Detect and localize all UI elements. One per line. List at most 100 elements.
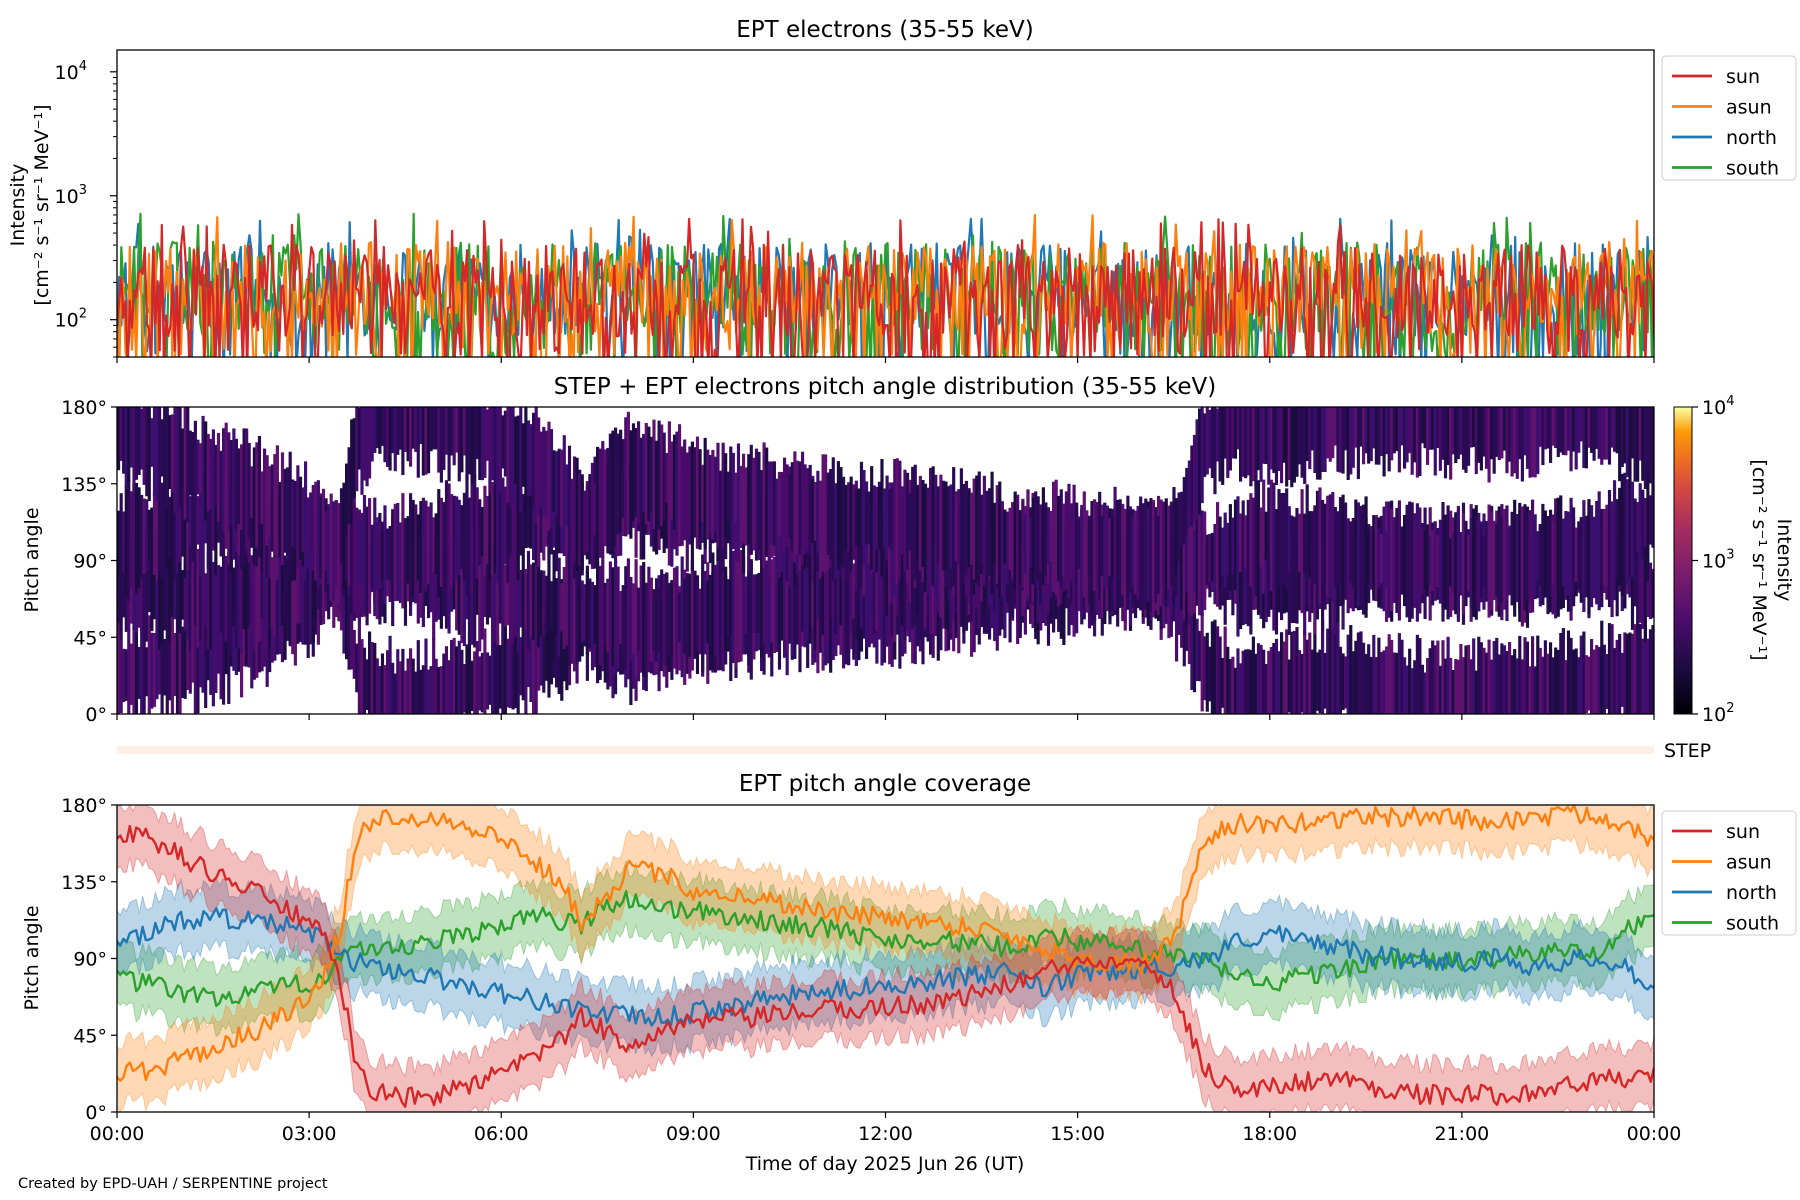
pad-cell [1456,659,1460,714]
pad-cell [1146,507,1150,602]
pad-cell [1618,634,1622,714]
pad-cell [1262,407,1266,464]
pad-cell [1287,407,1291,480]
pad-cell [701,554,705,672]
pad-cell [206,551,210,650]
pad-cell [1180,578,1184,648]
pad-cell [419,501,423,593]
pad-cell [565,464,569,525]
legend-frame [1661,55,1797,181]
pad-cell [1205,632,1209,712]
pad-cell [573,548,577,672]
pad-cell [1451,532,1455,594]
pad-cell [1287,506,1291,574]
pad-cell [542,570,546,637]
pad-cell [309,523,313,645]
pad-cell [813,540,817,650]
pad-cell [947,492,951,561]
pad-cell [634,428,638,517]
pad-cell [1413,513,1417,608]
pad-cell [1628,407,1632,489]
x-tick-label: 12:00 [858,1123,913,1145]
pad-cell [849,476,853,559]
pad-cell [844,484,848,549]
pad-cell [1500,407,1504,459]
pad-cell [765,447,769,557]
pad-cell [1648,407,1653,484]
pad-cell [685,460,689,518]
pad-cell [1282,407,1286,463]
pad-cell [544,620,548,681]
pad-cell [501,619,505,714]
pad-cell [209,605,213,695]
pad-cell [975,475,979,583]
pad-cell [575,558,579,664]
pad-cell [808,464,812,556]
pad-cell [1292,536,1296,623]
pad-cell [693,447,697,538]
pad-cell [345,463,349,535]
pad-cell [1303,407,1307,484]
pad-cell [475,564,479,615]
pad-cell [427,407,431,474]
pad-cell [293,541,297,633]
pad-cell [1213,524,1217,588]
pad-cell [1410,407,1414,475]
pad-cell [1403,515,1407,607]
pad-cell [260,567,264,618]
pad-cell [1533,407,1537,478]
pad-cell [227,551,231,645]
pad-cell [1566,630,1571,714]
pad-cell [1610,624,1614,714]
pad-title: STEP + EPT electrons pitch angle distrib… [554,374,1216,400]
pad-cell [1633,498,1637,558]
pad-cell [1046,507,1051,564]
pad-cell [1323,407,1327,472]
pad-cell [703,437,707,550]
pad-cell [1336,511,1340,585]
pad-cell [836,559,840,627]
pad-cell [191,540,195,655]
pad-cell [1205,534,1209,585]
pad-cell [437,407,441,473]
pad-cell [1484,652,1489,714]
pad-x-ticks [116,714,1655,720]
pad-cell [1356,632,1360,714]
coverage-line-sun [117,824,1654,1108]
pad-cell [788,558,792,638]
y-tick-label: 45° [73,1025,107,1047]
pad-cell [498,467,502,587]
pad-cell [1613,480,1617,601]
pad-cell [129,407,133,468]
pad-cell [147,560,151,613]
pad-cell [247,602,251,668]
pad-cell [403,407,408,452]
pad-cell [1420,407,1425,444]
pad-cell [1454,512,1458,615]
pad-cell [1149,498,1153,612]
pad-cell [606,447,610,543]
pad-cell [460,649,464,714]
pad-cell [1239,407,1243,482]
pad-cell [1251,407,1255,482]
pad-cell [1590,505,1594,608]
pad-cell [1246,499,1250,582]
pad-cell [1223,512,1227,588]
pad-cell [1426,524,1430,597]
pad-cell [562,567,566,650]
pad-cell [480,541,484,640]
pad-cell [1641,489,1645,559]
pad-cell [608,561,612,672]
pad-cell [565,571,569,646]
pad-cell [1249,649,1253,714]
pad-cell [1633,546,1637,607]
pad-cell [1254,653,1258,714]
pad-cell [1305,484,1309,604]
pad-cell [122,546,126,618]
pad-cell [670,581,674,656]
pad-cell [1433,645,1437,714]
pad-cell [726,471,730,521]
pad-cell [145,407,149,497]
pad-cell [1095,502,1099,589]
